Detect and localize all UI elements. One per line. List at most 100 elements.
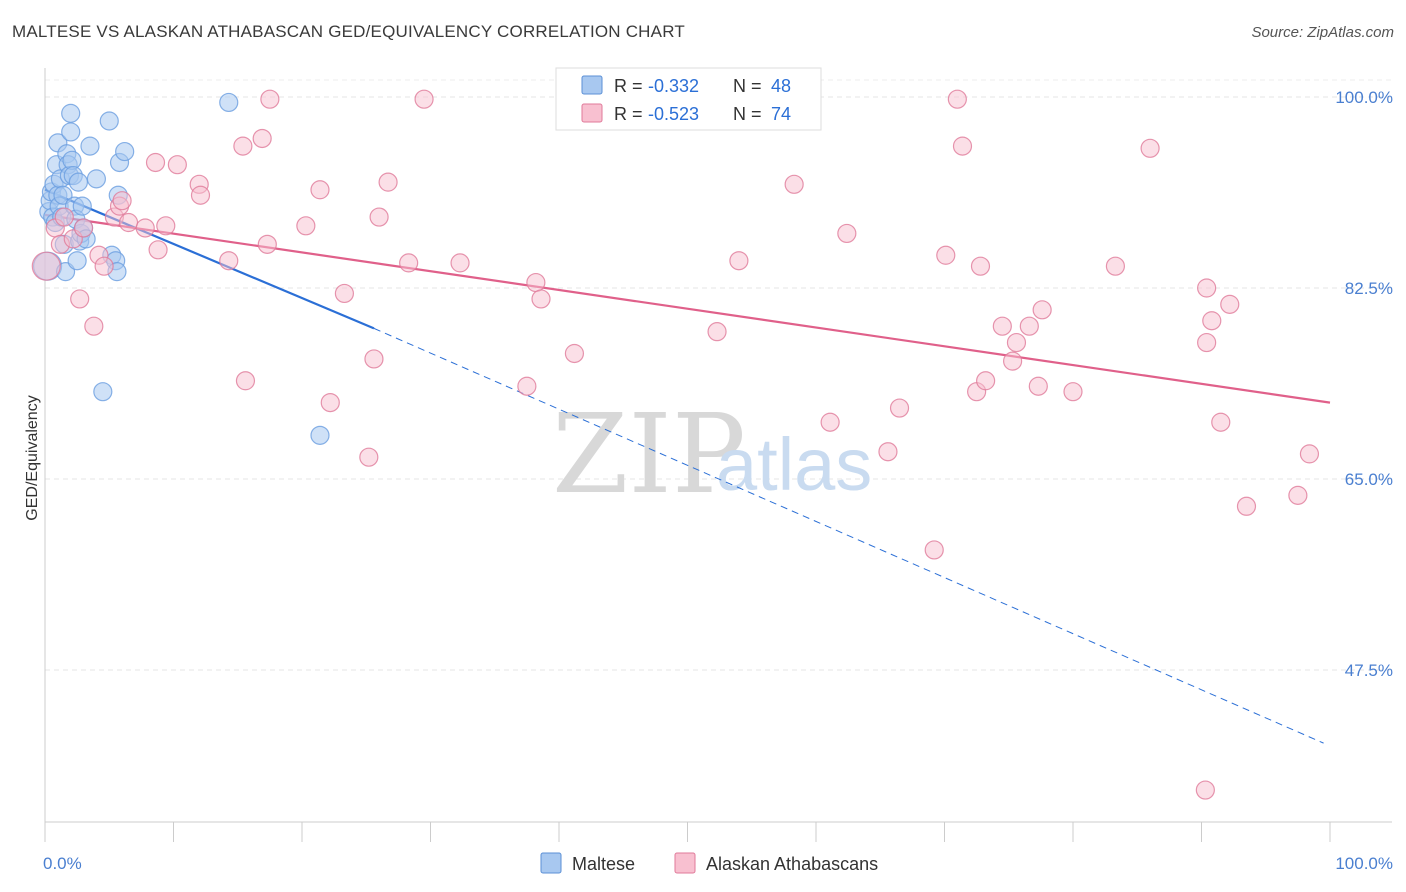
- athabascan-point: [952, 136, 973, 156]
- legend-r-label: R =: [614, 104, 643, 124]
- bottom-legend-label-athabascan: Alaskan Athabascans: [706, 854, 878, 874]
- athabascan-point: [1288, 485, 1308, 505]
- athabascan-point: [1019, 316, 1039, 336]
- athabascan-point: [1299, 444, 1320, 464]
- athabascan-point: [936, 245, 956, 265]
- legend-box: R = -0.332 N = 48 R = -0.523 N = 74: [555, 67, 822, 131]
- trend-line-dashed: [373, 327, 1324, 744]
- maltese-point: [80, 136, 100, 156]
- maltese-point: [68, 172, 89, 192]
- maltese-point: [61, 103, 81, 123]
- athabascan-point: [252, 128, 272, 149]
- legend-r-label: R =: [614, 76, 643, 96]
- athabascan-point: [145, 152, 166, 173]
- athabascan-point: [1202, 311, 1222, 331]
- data-points: [31, 89, 1320, 800]
- athabascan-point: [310, 180, 330, 200]
- y-tick-labels: 100.0% 82.5% 65.0% 47.5%: [1335, 88, 1393, 680]
- athabascan-point: [257, 234, 277, 254]
- y-tick-label: 65.0%: [1345, 470, 1393, 489]
- athabascan-point: [924, 540, 944, 560]
- athabascan-point: [1032, 300, 1052, 320]
- athabascan-point: [112, 191, 132, 211]
- athabascan-point: [369, 207, 389, 227]
- athabascan-point: [517, 376, 537, 396]
- athabascan-point: [947, 89, 967, 109]
- athabascan-point: [970, 256, 991, 276]
- x-tick-label: 100.0%: [1335, 854, 1393, 873]
- trend-line-solid: [44, 213, 1331, 404]
- maltese-point: [115, 141, 135, 162]
- athabascan-point: [1211, 412, 1231, 432]
- watermark-zip: ZIP: [552, 390, 746, 518]
- maltese-point: [67, 251, 87, 271]
- athabascan-point: [31, 251, 61, 281]
- athabascan-point: [526, 272, 546, 293]
- athabascan-point: [450, 253, 470, 273]
- athabascan-point: [219, 251, 239, 271]
- legend-n-label: N =: [733, 76, 762, 96]
- athabascan-point: [1105, 256, 1126, 276]
- athabascan-point: [235, 371, 256, 391]
- athabascan-point: [54, 207, 74, 227]
- maltese-point: [219, 92, 239, 113]
- athabascan-point: [1003, 351, 1023, 371]
- maltese-point: [61, 122, 81, 142]
- athabascan-point: [118, 212, 139, 233]
- x-tick-labels: 0.0% 100.0%: [43, 854, 1393, 873]
- athabascan-point: [1140, 138, 1160, 158]
- y-axis-title: GED/Equivalency: [24, 395, 41, 520]
- maltese-point: [93, 382, 113, 402]
- athabascan-point: [167, 155, 187, 175]
- watermark-atlas: atlas: [716, 423, 872, 506]
- athabascan-point: [707, 322, 727, 342]
- legend-n-label: N =: [733, 104, 762, 124]
- legend-r-value: -0.332: [648, 76, 699, 96]
- athabascan-point: [784, 174, 804, 194]
- athabascan-point: [94, 256, 114, 276]
- bottom-legend-label-maltese: Maltese: [572, 854, 635, 874]
- athabascan-point: [148, 240, 168, 260]
- athabascan-point: [364, 349, 384, 369]
- athabascan-point: [1220, 294, 1240, 314]
- bottom-legend-swatch-maltese: [540, 852, 562, 874]
- legend-n-value: 74: [771, 104, 791, 124]
- athabascan-point: [233, 136, 253, 156]
- athabascan-point: [1195, 780, 1215, 800]
- legend-r-value: -0.523: [648, 104, 699, 124]
- maltese-point: [99, 111, 119, 131]
- athabascan-point: [729, 251, 749, 271]
- y-tick-label: 47.5%: [1345, 661, 1393, 680]
- legend-swatch-maltese: [581, 75, 603, 95]
- x-tick-label: 0.0%: [43, 854, 82, 873]
- athabascan-point: [334, 283, 355, 304]
- athabascan-point: [1063, 382, 1083, 402]
- athabascan-point: [359, 447, 379, 467]
- athabascan-point: [564, 343, 585, 364]
- athabascan-point: [73, 218, 94, 238]
- athabascan-point: [70, 289, 90, 309]
- athabascan-point: [837, 223, 857, 244]
- maltese-point: [310, 425, 330, 445]
- athabascan-point: [414, 89, 434, 109]
- athabascan-point: [820, 412, 840, 432]
- athabascan-point: [1197, 332, 1217, 353]
- maltese-point: [72, 196, 92, 216]
- athabascan-point: [992, 316, 1012, 336]
- athabascan-point: [1197, 278, 1217, 298]
- athabascan-point: [84, 316, 104, 336]
- athabascan-point: [135, 218, 155, 238]
- athabascan-point: [1028, 376, 1048, 396]
- athabascan-point: [531, 289, 551, 309]
- trend-line-solid: [44, 188, 375, 330]
- chart-title: MALTESE VS ALASKAN ATHABASCAN GED/EQUIVA…: [12, 22, 685, 41]
- bottom-legend-swatch-athabascan: [674, 852, 696, 874]
- athabascan-point: [889, 398, 910, 418]
- y-tick-label: 82.5%: [1345, 279, 1393, 298]
- legend-swatch-athabascan: [581, 103, 603, 123]
- legend-n-value: 48: [771, 76, 791, 96]
- athabascan-point: [878, 442, 898, 462]
- athabascan-point: [1006, 332, 1027, 353]
- athabascan-point: [260, 89, 280, 109]
